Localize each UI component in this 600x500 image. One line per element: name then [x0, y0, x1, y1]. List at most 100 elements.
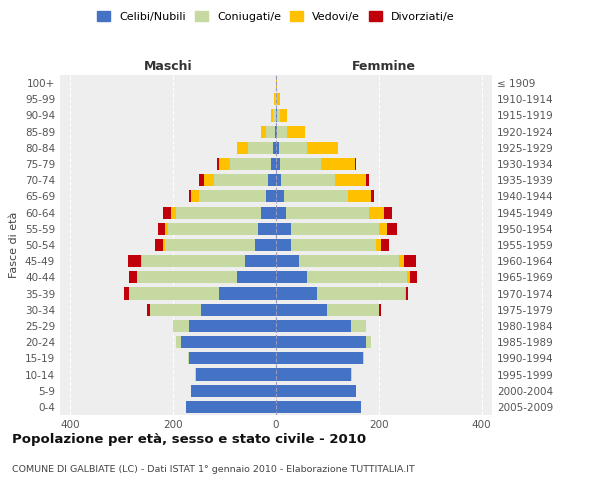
Bar [276, 320, 350, 332]
Bar [276, 174, 281, 186]
Bar [277, 93, 280, 106]
Bar [137, 272, 238, 283]
Bar [176, 336, 181, 348]
Bar [173, 320, 188, 332]
Bar [150, 304, 202, 316]
Bar [368, 206, 384, 218]
Bar [350, 320, 366, 332]
Bar [281, 174, 335, 186]
Bar [276, 384, 356, 397]
Bar [274, 142, 276, 154]
Bar [404, 288, 406, 300]
Bar [142, 255, 245, 268]
Bar [217, 158, 220, 170]
Bar [276, 352, 364, 364]
Bar [276, 77, 277, 89]
Bar [335, 174, 366, 186]
Bar [128, 255, 141, 268]
Text: COMUNE DI GALBIATE (LC) - Dati ISTAT 1° gennaio 2010 - Elaborazione TUTTITALIA.I: COMUNE DI GALBIATE (LC) - Dati ISTAT 1° … [12, 466, 415, 474]
Bar [276, 222, 292, 235]
Bar [410, 272, 418, 283]
Bar [276, 142, 278, 154]
Bar [350, 368, 352, 380]
Bar [406, 288, 408, 300]
Bar [266, 126, 275, 138]
Bar [275, 93, 276, 106]
Bar [268, 174, 276, 186]
Bar [168, 222, 258, 235]
Bar [266, 190, 276, 202]
Bar [382, 239, 389, 251]
Bar [238, 272, 276, 283]
Bar [158, 222, 166, 235]
Bar [321, 158, 355, 170]
Bar [276, 110, 277, 122]
Bar [195, 368, 196, 380]
Bar [307, 142, 338, 154]
Bar [317, 288, 404, 300]
Bar [286, 206, 368, 218]
Bar [275, 126, 276, 138]
Bar [276, 126, 277, 138]
Bar [148, 304, 150, 316]
Bar [276, 255, 299, 268]
Bar [276, 93, 277, 106]
Bar [130, 288, 220, 300]
Bar [400, 255, 404, 268]
Bar [355, 158, 356, 170]
Bar [141, 255, 142, 268]
Bar [202, 304, 276, 316]
Bar [278, 142, 307, 154]
Y-axis label: Fasce di età: Fasce di età [10, 212, 19, 278]
Bar [220, 288, 276, 300]
Bar [274, 110, 276, 122]
Text: Popolazione per età, sesso e stato civile - 2010: Popolazione per età, sesso e stato civil… [12, 432, 366, 446]
Bar [170, 206, 176, 218]
Bar [404, 255, 416, 268]
Bar [256, 239, 276, 251]
Bar [284, 190, 348, 202]
Bar [276, 401, 361, 413]
Bar [276, 190, 284, 202]
Bar [186, 401, 276, 413]
Bar [220, 158, 230, 170]
Bar [248, 142, 274, 154]
Bar [199, 174, 204, 186]
Bar [277, 126, 287, 138]
Bar [276, 158, 280, 170]
Bar [214, 174, 268, 186]
Bar [276, 206, 286, 218]
Bar [199, 190, 266, 202]
Bar [163, 206, 170, 218]
Bar [299, 255, 400, 268]
Bar [276, 288, 317, 300]
Bar [276, 304, 328, 316]
Bar [376, 239, 382, 251]
Bar [238, 142, 248, 154]
Bar [230, 158, 271, 170]
Bar [271, 158, 276, 170]
Bar [277, 110, 280, 122]
Bar [348, 190, 371, 202]
Bar [163, 239, 166, 251]
Bar [407, 272, 410, 283]
Bar [196, 368, 276, 380]
Bar [379, 304, 382, 316]
Bar [280, 158, 321, 170]
Legend: Celibi/Nubili, Coniugati/e, Vedovi/e, Divorziati/e: Celibi/Nubili, Coniugati/e, Vedovi/e, Di… [94, 8, 458, 25]
Bar [276, 336, 366, 348]
Bar [155, 239, 163, 251]
Bar [292, 222, 379, 235]
Bar [287, 126, 305, 138]
Bar [191, 190, 199, 202]
Bar [280, 110, 287, 122]
Text: Femmine: Femmine [352, 60, 416, 72]
Bar [204, 174, 214, 186]
Bar [328, 304, 379, 316]
Bar [271, 110, 274, 122]
Bar [130, 272, 137, 283]
Bar [274, 93, 275, 106]
Bar [307, 272, 407, 283]
Bar [260, 126, 266, 138]
Bar [188, 190, 191, 202]
